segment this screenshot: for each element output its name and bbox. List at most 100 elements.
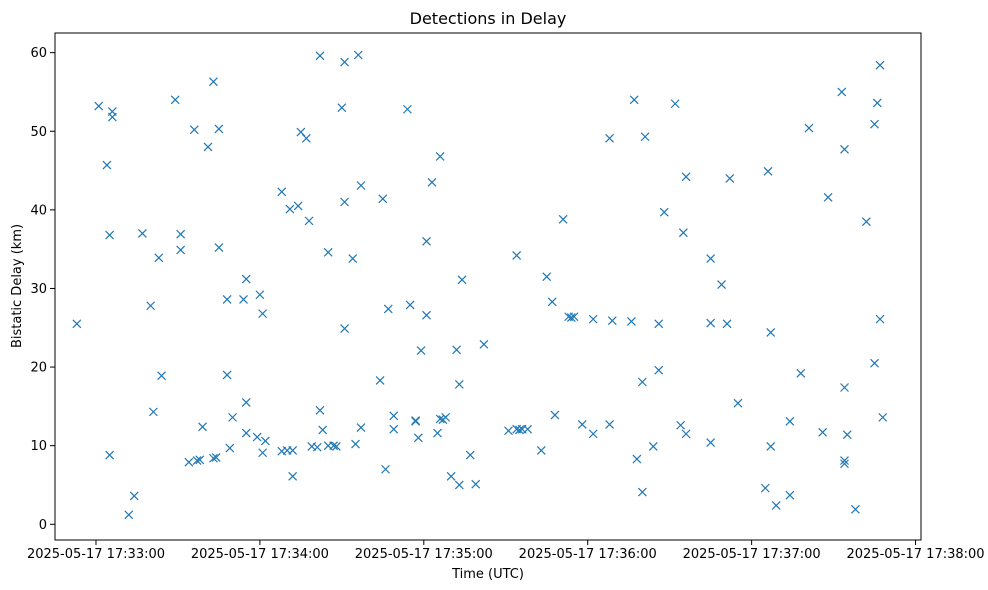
data-point bbox=[170, 95, 180, 105]
data-point bbox=[566, 313, 576, 322]
data-point bbox=[514, 425, 524, 435]
data-point bbox=[157, 371, 166, 381]
data-point bbox=[605, 420, 614, 429]
y-tick-label: 40 bbox=[30, 203, 47, 218]
data-point bbox=[840, 459, 849, 469]
data-point bbox=[222, 370, 232, 380]
data-point bbox=[176, 229, 186, 239]
data-point bbox=[454, 480, 464, 490]
data-point bbox=[452, 345, 462, 355]
data-point bbox=[154, 253, 164, 263]
data-point bbox=[479, 339, 489, 349]
data-point bbox=[124, 510, 134, 520]
data-point bbox=[315, 405, 325, 415]
data-point bbox=[427, 177, 437, 187]
data-point bbox=[214, 124, 224, 134]
data-point bbox=[225, 443, 235, 453]
data-point bbox=[558, 214, 568, 224]
data-point bbox=[840, 144, 849, 154]
data-point bbox=[796, 368, 806, 378]
data-point bbox=[435, 414, 445, 424]
data-point bbox=[733, 398, 743, 408]
data-point bbox=[331, 442, 341, 451]
data-point bbox=[323, 247, 333, 257]
data-point bbox=[304, 216, 314, 226]
data-point bbox=[329, 441, 339, 451]
data-point bbox=[629, 95, 639, 105]
data-point bbox=[681, 429, 691, 439]
data-point bbox=[605, 133, 614, 143]
x-tick-label: 2025-05-17 17:36:00 bbox=[519, 547, 657, 562]
data-point bbox=[536, 445, 546, 455]
data-point bbox=[252, 432, 262, 442]
data-point bbox=[842, 430, 852, 440]
x-tick-label: 2025-05-17 17:37:00 bbox=[683, 547, 821, 562]
data-point bbox=[722, 319, 732, 329]
data-point bbox=[512, 251, 522, 260]
data-point bbox=[433, 428, 442, 438]
data-point bbox=[228, 412, 237, 422]
data-point bbox=[588, 314, 598, 324]
data-point bbox=[861, 217, 871, 227]
data-point bbox=[277, 187, 287, 197]
data-point bbox=[258, 309, 268, 319]
data-point bbox=[471, 479, 481, 489]
data-point bbox=[195, 455, 205, 465]
data-point bbox=[402, 104, 412, 114]
y-tick-label: 0 bbox=[39, 518, 47, 533]
data-point bbox=[192, 456, 202, 466]
data-point bbox=[875, 60, 885, 70]
data-point bbox=[422, 236, 431, 246]
x-axis-label: Time (UTC) bbox=[451, 567, 524, 582]
data-point bbox=[198, 422, 207, 432]
y-tick-label: 20 bbox=[30, 361, 47, 376]
data-point bbox=[129, 491, 139, 501]
x-tick-label: 2025-05-17 17:35:00 bbox=[355, 547, 493, 562]
data-point bbox=[356, 181, 366, 190]
data-point bbox=[255, 290, 265, 300]
data-point bbox=[137, 229, 147, 238]
data-point bbox=[766, 442, 776, 451]
data-point bbox=[654, 319, 664, 329]
data-point bbox=[875, 314, 885, 324]
data-point bbox=[422, 310, 431, 320]
data-point bbox=[105, 450, 115, 460]
data-point bbox=[717, 280, 726, 289]
data-point bbox=[504, 426, 513, 436]
data-point bbox=[632, 454, 642, 464]
data-point bbox=[340, 324, 350, 333]
data-point bbox=[340, 197, 350, 207]
x-tick-label: 2025-05-17 17:34:00 bbox=[191, 547, 329, 562]
data-point bbox=[626, 317, 636, 326]
data-point bbox=[260, 436, 270, 446]
data-point bbox=[288, 445, 298, 455]
data-point bbox=[148, 407, 158, 417]
data-point bbox=[763, 166, 773, 176]
data-point bbox=[351, 439, 360, 449]
data-point bbox=[378, 194, 388, 204]
data-point bbox=[222, 295, 232, 304]
data-point bbox=[870, 358, 879, 368]
data-point bbox=[285, 204, 295, 214]
y-axis: 0 10 20 30 40 50 60 bbox=[30, 46, 55, 533]
data-point bbox=[454, 379, 464, 389]
data-point bbox=[465, 450, 475, 460]
data-point bbox=[258, 448, 268, 458]
data-point bbox=[659, 207, 669, 217]
data-point bbox=[588, 429, 598, 439]
data-point bbox=[457, 275, 467, 285]
data-point bbox=[640, 132, 650, 142]
data-point bbox=[241, 274, 251, 284]
data-point bbox=[315, 51, 325, 61]
chart-title: Detections in Delay bbox=[410, 9, 567, 28]
data-point bbox=[542, 272, 552, 282]
x-tick-label: 2025-05-17 17:33:00 bbox=[27, 547, 165, 562]
data-point bbox=[823, 192, 833, 202]
data-point bbox=[107, 112, 117, 122]
data-point bbox=[678, 228, 688, 238]
data-point bbox=[241, 398, 251, 407]
points-layer bbox=[72, 50, 888, 520]
data-point bbox=[760, 483, 770, 493]
data-point bbox=[381, 464, 390, 474]
